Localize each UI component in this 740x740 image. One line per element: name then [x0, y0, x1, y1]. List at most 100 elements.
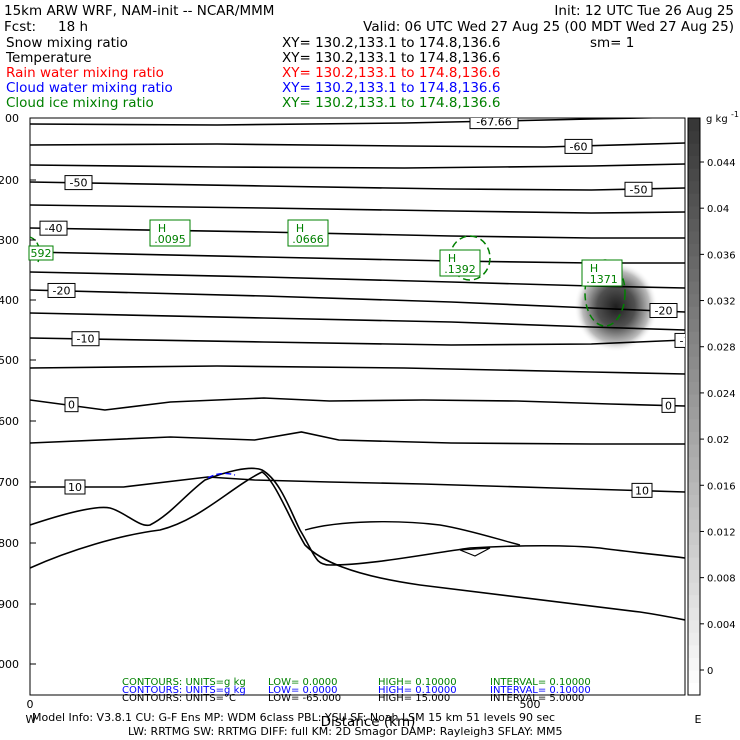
temperature-contour	[30, 365, 685, 375]
contour-interval: INTERVAL= 0.10000	[490, 677, 591, 688]
colorbar-segment	[688, 356, 700, 370]
temperature-contour	[30, 271, 685, 289]
colorbar-segment	[688, 632, 700, 646]
temperature-contour-labels: -68.18-67.66-60-50-50-40-20-20-10-100010…	[39, 116, 698, 498]
init-time: Init: 12 UTC Tue 26 Aug 25	[554, 3, 734, 19]
temperature-label-box	[661, 397, 676, 413]
isotherm-lower-2	[304, 521, 521, 546]
temperature-label-box	[649, 303, 678, 319]
colorbar-segment	[688, 469, 700, 483]
temperature-label: 10	[68, 481, 82, 494]
temperature-label: -50	[630, 183, 648, 196]
y-axis-ticks: 00 200 300 400 500 600 700 800 900 000	[0, 112, 36, 671]
colorbar-segment	[688, 569, 700, 583]
colorbar-segment	[688, 230, 700, 244]
field-xy: XY= 130.2,133.1 to 174.8,136.6	[282, 65, 500, 81]
colorbar-segment	[688, 343, 700, 357]
cloud-ice-max-box	[439, 249, 481, 277]
colorbar-segment	[688, 657, 700, 671]
colorbar-segment	[688, 594, 700, 608]
temperature-contour	[30, 163, 685, 169]
x-end-label-east: E	[695, 713, 702, 726]
cloud-ice-contour-1	[449, 235, 491, 281]
field-extra: sm= 1	[590, 35, 634, 51]
contour-low: LOW= 0.0000	[268, 685, 338, 696]
colorbar-segment	[688, 456, 700, 470]
temperature-label-box	[64, 479, 86, 495]
isotherm-lower-1	[30, 467, 685, 566]
colorbar-tick-label: 0.024	[707, 389, 736, 400]
temperature-label: -67.66	[476, 116, 511, 129]
colorbar-segment	[688, 143, 700, 157]
temperature-label: 0	[68, 399, 75, 412]
cloud-ice-max-box	[287, 219, 329, 247]
terrain-surface	[30, 471, 685, 621]
temperature-label-box	[71, 331, 100, 347]
colorbar-segment	[688, 155, 700, 169]
colorbar-tick-label: 0.036	[707, 250, 736, 261]
temperature-label-box	[674, 332, 685, 348]
contour-units: CONTOURS: UNITS=g kg	[122, 685, 246, 696]
colorbar-segment	[688, 193, 700, 207]
temperature-contour	[30, 431, 685, 445]
temperature-label: 10	[635, 484, 649, 497]
temperature-contour	[30, 181, 685, 191]
contour-units: CONTOURS: UNITS=g kg	[122, 677, 246, 688]
cloud-ice-max-box	[149, 219, 191, 247]
temperature-label: -10	[77, 333, 95, 346]
temperature-label: -50	[70, 177, 88, 190]
colorbar-segment	[688, 531, 700, 545]
colorbar-segment	[688, 644, 700, 658]
contour-interval: INTERVAL= 0.10000	[490, 685, 591, 696]
x-tick-label: 500	[520, 698, 541, 711]
temperature-contour	[30, 397, 685, 411]
forecast-value: 18 h	[58, 19, 88, 35]
x-tick-label: 0	[27, 698, 34, 711]
temperature-label-box	[64, 397, 79, 413]
colorbar-segment	[688, 582, 700, 596]
y-tick-label: 500	[0, 354, 19, 367]
temperature-label-box	[469, 118, 519, 130]
y-tick-label: 00	[5, 112, 19, 125]
cloud-ice-max-value: .1392	[444, 263, 476, 276]
field-name: Snow mixing ratio	[6, 35, 128, 51]
colorbar-tick-label: 0	[707, 666, 713, 677]
y-tick-label: 800	[0, 537, 19, 550]
colorbar-segment	[688, 444, 700, 458]
contour-info: CONTOURS: UNITS=g kg LOW= 0.0000 HIGH= 0.1…	[122, 677, 591, 704]
colorbar-segment	[688, 243, 700, 257]
valid-time: Valid: 06 UTC Wed 27 Aug 25 (00 MDT Wed …	[363, 19, 734, 35]
colorbar-tick-label: 0.004	[707, 620, 736, 631]
x-end-label-west: W	[26, 713, 37, 726]
y-tick-label: 600	[0, 415, 19, 428]
colorbar-segment	[688, 419, 700, 433]
contour-high: HIGH= 0.10000	[378, 677, 457, 688]
colorbar-segment	[688, 331, 700, 345]
colorbar-segment	[688, 519, 700, 533]
colorbar: 0.044 0.04 0.036 0.032 0.028 0.024 0.02 0.016 0.…	[687, 117, 736, 696]
colorbar-segment	[688, 268, 700, 282]
temperature-label-box	[624, 181, 653, 197]
temperature-contour	[30, 476, 685, 493]
contour-high: HIGH= 15.000	[378, 693, 450, 704]
field-xy: XY= 130.2,133.1 to 174.8,136.6	[282, 35, 500, 51]
colorbar-tick-label: 0.04	[707, 204, 729, 215]
y-tick-label: 700	[0, 476, 19, 489]
colorbar-tick-label: 0.012	[707, 527, 736, 538]
colorbar-segment	[688, 619, 700, 633]
temperature-label: -20	[655, 305, 673, 318]
contour-low: LOW= 0.0000	[268, 677, 338, 688]
colorbar-segment	[688, 255, 700, 270]
cloud-ice-edge-label-box	[28, 245, 54, 261]
colorbar-segment	[688, 368, 700, 382]
temperature-contour	[30, 204, 685, 214]
colorbar-tick-label: 0.016	[707, 481, 736, 492]
temperature-label: -10	[680, 334, 698, 347]
cloud-ice-max-box	[581, 259, 623, 287]
temperature-label: -20	[53, 284, 71, 297]
colorbar-segment	[688, 218, 700, 232]
forecast-label: Fcst:	[4, 19, 36, 35]
cloud-ice-max-marker: H	[590, 262, 598, 275]
y-tick-label: 000	[0, 658, 19, 671]
